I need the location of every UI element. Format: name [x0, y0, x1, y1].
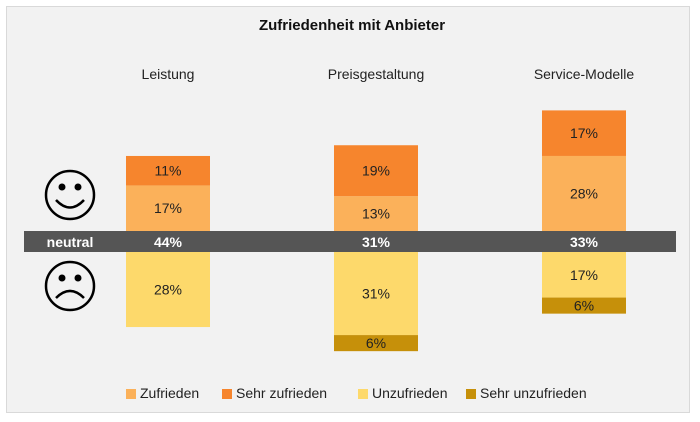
neutral-band — [24, 231, 676, 252]
category-label-0: Leistung — [142, 66, 195, 82]
bar-unzufrieden-1 — [334, 252, 418, 336]
data-label-zufrieden-1: 13% — [362, 206, 390, 222]
legend-swatch-3 — [466, 389, 476, 399]
happy-face-icon — [44, 169, 96, 221]
bar-sehr-zufrieden-2 — [542, 110, 626, 156]
legend-item-0: Zufrieden — [140, 385, 199, 401]
bar-zufrieden-2 — [542, 155, 626, 231]
bar-unzufrieden-0 — [126, 252, 210, 328]
legend-item-3: Sehr unzufrieden — [480, 385, 587, 401]
legend-swatch-2 — [358, 389, 368, 399]
neutral-value-0: 44% — [154, 234, 183, 250]
bar-unzufrieden-2 — [542, 252, 626, 298]
bar-zufrieden-0 — [126, 185, 210, 231]
legend-item-2: Unzufrieden — [372, 385, 448, 401]
data-label-unzufrieden-1: 31% — [362, 286, 390, 302]
bar-sehr-zufrieden-1 — [334, 145, 418, 197]
data-label-sehr-zufrieden-2: 17% — [570, 125, 598, 141]
data-label-zufrieden-0: 17% — [154, 200, 182, 216]
data-label-sehr-zufrieden-0: 11% — [155, 163, 182, 179]
neutral-label: neutral — [47, 234, 94, 250]
bar-sehr-unzufrieden-1 — [334, 335, 418, 352]
data-label-unzufrieden-2: 17% — [570, 267, 598, 283]
data-label-unzufrieden-0: 28% — [154, 282, 182, 298]
chart-title: Zufriedenheit mit Anbieter — [259, 17, 445, 34]
category-label-1: Preisgestaltung — [328, 66, 425, 82]
legend-swatch-0 — [126, 389, 136, 399]
neutral-value-2: 33% — [570, 234, 599, 250]
data-label-zufrieden-2: 28% — [570, 185, 598, 201]
category-label-2: Service-Modelle — [534, 66, 635, 82]
data-label-sehr-zufrieden-1: 19% — [362, 163, 390, 179]
data-label-sehr-unzufrieden-2: 6% — [574, 298, 594, 314]
legend-item-1: Sehr zufrieden — [236, 385, 327, 401]
bar-zufrieden-1 — [334, 196, 418, 231]
neutral-value-1: 31% — [362, 234, 391, 250]
legend-swatch-1 — [222, 389, 232, 399]
data-label-sehr-unzufrieden-1: 6% — [366, 335, 386, 351]
bar-sehr-zufrieden-0 — [126, 155, 210, 186]
sad-face-icon — [44, 260, 96, 312]
bar-sehr-unzufrieden-2 — [542, 297, 626, 314]
